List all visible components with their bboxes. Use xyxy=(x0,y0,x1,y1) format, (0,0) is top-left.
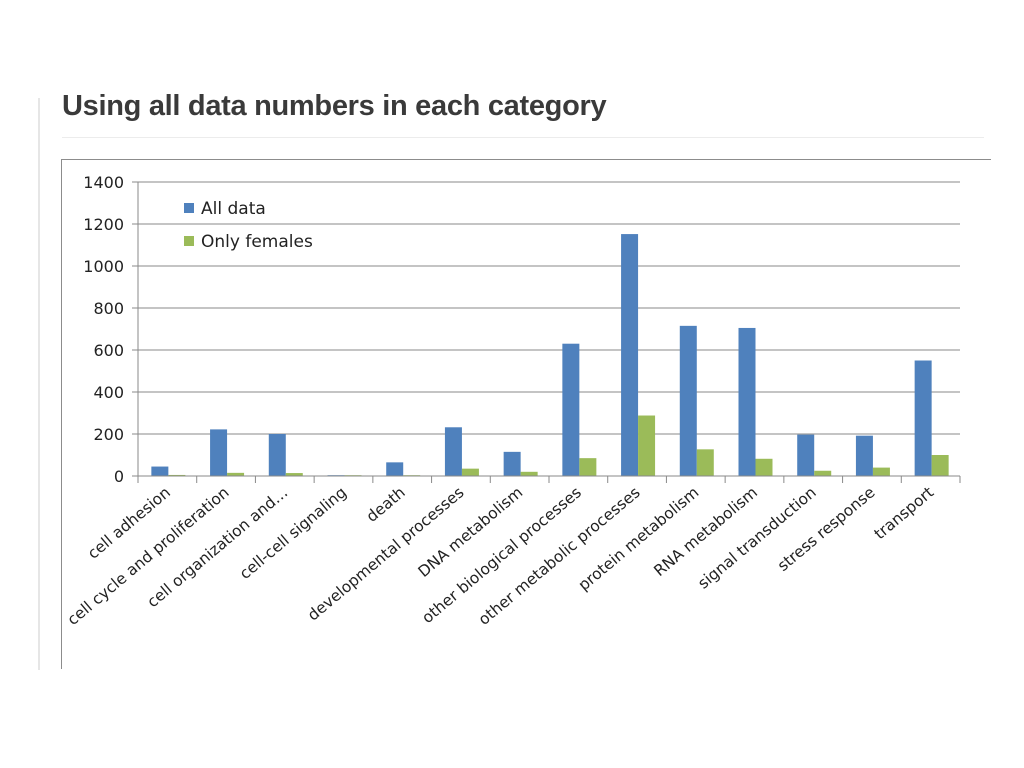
bar-all-data xyxy=(679,325,697,476)
legend-swatch xyxy=(184,236,194,246)
bar-all-data xyxy=(268,434,286,476)
bar-only-females xyxy=(696,449,714,476)
bar-only-females xyxy=(872,467,890,476)
bar-only-females xyxy=(814,470,832,476)
slide-title: Using all data numbers in each category xyxy=(62,90,607,122)
bar-only-females xyxy=(638,415,656,476)
axes xyxy=(132,181,961,483)
slide-left-edge xyxy=(38,98,40,670)
bar-only-females xyxy=(579,458,597,476)
bar-all-data xyxy=(444,427,462,476)
bar-all-data xyxy=(562,343,580,476)
bar-only-females xyxy=(755,458,773,476)
chart-legend: All data Only females xyxy=(184,199,313,252)
legend-label: Only females xyxy=(201,232,313,252)
y-tick-label: 600 xyxy=(93,341,124,360)
bar-all-data xyxy=(855,435,873,476)
bar-only-females xyxy=(520,471,538,476)
legend-label: All data xyxy=(201,199,266,219)
bar-only-females xyxy=(461,468,479,476)
bar-only-females xyxy=(227,472,245,476)
x-category-label: stress response xyxy=(774,483,878,575)
bar-only-females xyxy=(285,473,303,476)
y-tick-label: 800 xyxy=(93,299,124,318)
x-category-label: DNA metabolism xyxy=(415,483,526,581)
bar-all-data xyxy=(621,234,639,476)
bar-all-data xyxy=(738,327,756,476)
bar-all-data xyxy=(914,360,932,476)
y-tick-label: 1200 xyxy=(83,215,124,234)
y-tick-label: 1400 xyxy=(83,173,124,192)
bar-all-data xyxy=(797,434,815,476)
bar-only-females xyxy=(168,474,186,476)
y-tick-label: 0 xyxy=(114,467,124,486)
y-axis-tick-labels: 0 200 400 600 800 1000 1200 1400 xyxy=(83,173,124,486)
y-tick-label: 1000 xyxy=(83,257,124,276)
y-tick-label: 200 xyxy=(93,425,124,444)
chart-frame xyxy=(61,159,991,669)
bar-all-data xyxy=(386,462,404,476)
gridlines xyxy=(138,181,960,435)
y-tick-label: 400 xyxy=(93,383,124,402)
bar-all-data xyxy=(210,429,228,476)
x-category-label: death xyxy=(363,483,409,526)
x-category-label: transport xyxy=(871,483,937,543)
bar-all-data xyxy=(151,466,169,476)
x-category-label: RNA metabolism xyxy=(651,483,762,580)
x-category-label: cell-cell signaling xyxy=(236,483,350,583)
bar-series xyxy=(151,234,949,476)
legend-swatch xyxy=(184,203,194,213)
bar-all-data xyxy=(503,451,521,476)
title-divider xyxy=(62,137,984,138)
bar-only-females xyxy=(931,455,949,476)
